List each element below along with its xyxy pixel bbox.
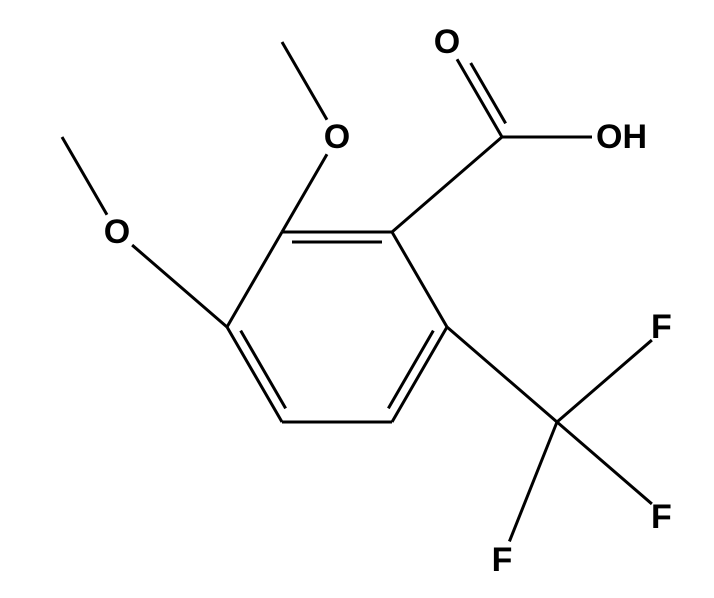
atom-label-f: F: [651, 498, 672, 536]
bond: [227, 327, 282, 422]
bond: [62, 137, 107, 215]
bond: [227, 232, 282, 327]
molecule-diagram: O O O OH F F F: [0, 0, 714, 598]
bond: [557, 422, 652, 504]
bond: [388, 331, 433, 409]
bond: [282, 42, 327, 120]
bond: [457, 59, 502, 137]
bond: [557, 340, 652, 422]
bond: [509, 422, 557, 541]
bond: [241, 331, 286, 409]
atom-label-o: O: [104, 213, 130, 251]
atom-label-f: F: [492, 541, 513, 579]
atom-label-o: O: [324, 118, 350, 156]
bond: [392, 232, 447, 327]
atom-label-o: O: [434, 23, 460, 61]
bond: [392, 137, 502, 232]
bond: [392, 327, 447, 422]
bond: [132, 245, 227, 327]
bond: [447, 327, 557, 422]
bond: [282, 154, 327, 232]
atom-label-f: F: [651, 308, 672, 346]
atom-label-oh: OH: [596, 118, 647, 156]
